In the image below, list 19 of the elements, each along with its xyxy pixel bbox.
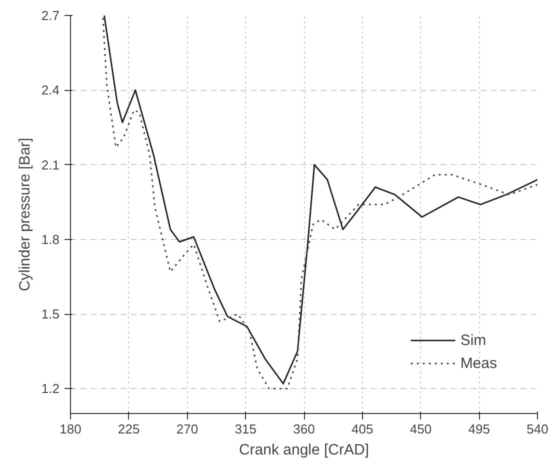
legend-label: Sim bbox=[460, 332, 486, 348]
x-axis-title: Crank angle [CrAD] bbox=[238, 442, 370, 458]
y-tick-label: 2.4 bbox=[41, 82, 60, 98]
y-tick-label: 2.1 bbox=[41, 157, 60, 172]
x-tick-label: 315 bbox=[234, 422, 256, 436]
y-tick-label: 1.2 bbox=[41, 381, 60, 396]
x-tick-label: 225 bbox=[118, 422, 140, 436]
x-tick-label: 450 bbox=[410, 422, 432, 436]
x-tick-label: 180 bbox=[60, 422, 82, 436]
y-axis-title: Cylinder pressure [Bar] bbox=[16, 138, 34, 292]
x-tick-label: 360 bbox=[293, 422, 315, 436]
x-tick-label: 405 bbox=[352, 422, 374, 436]
x-tick-label: 270 bbox=[176, 422, 198, 436]
x-tick-label: 495 bbox=[468, 422, 490, 436]
legend-label: Meas bbox=[460, 354, 497, 372]
x-tick-label: 540 bbox=[526, 422, 548, 436]
y-tick-label: 1.5 bbox=[41, 306, 60, 322]
y-tick-label: 1.8 bbox=[41, 232, 60, 247]
y-tick-label: 2.7 bbox=[41, 8, 60, 23]
